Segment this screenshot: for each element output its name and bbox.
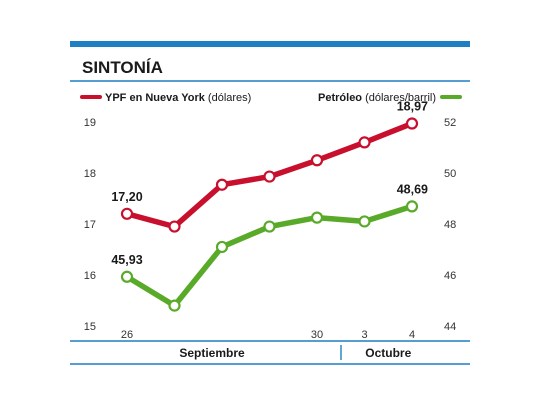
x-tick-label: 30 [311, 329, 323, 341]
data-point-oil [310, 211, 324, 224]
data-point-oil [263, 220, 276, 233]
legend: YPF en Nueva York (dólares) Petróleo (dól… [80, 92, 462, 104]
y-right-tick-label: 44 [444, 321, 456, 333]
legend-entry-ypf-unit: (dólares) [205, 92, 251, 104]
month-label: Septiembre [179, 346, 245, 360]
data-point-ypf [263, 170, 276, 183]
y-right-tick-label: 50 [444, 168, 456, 180]
data-point-ypf [358, 136, 371, 149]
data-label-oil: 48,69 [397, 182, 428, 196]
series-ypf: 17,20 18,97 [111, 100, 428, 233]
y-right-tick-label: 52 [444, 117, 456, 129]
data-label-oil: 45,93 [111, 253, 142, 267]
legend-entry-oil: Petróleo (dólares/barril) [318, 92, 436, 104]
data-point-oil [215, 240, 229, 254]
data-point-oil [168, 299, 181, 312]
data-label-ypf: 18,97 [397, 100, 428, 114]
legend-entry-ypf-name: YPF en Nueva York [105, 92, 206, 104]
x-axis: 26 30 3 4 [121, 329, 415, 341]
y-left-tick-label: 16 [84, 270, 96, 282]
chart-title: SINTONÍA [82, 58, 163, 77]
y-right-tick-label: 46 [444, 270, 456, 282]
x-tick-label: 26 [121, 329, 133, 341]
x-tick-label: 4 [409, 329, 415, 341]
month-band: Septiembre Octubre [179, 345, 412, 360]
month-label: Octubre [365, 346, 411, 360]
y-right-tick-label: 48 [444, 219, 456, 231]
series-layer: 17,20 18,97 45,93 48,69 [111, 100, 428, 312]
series-oil: 45,93 48,69 [111, 182, 428, 312]
top-accent-bar [70, 41, 470, 47]
data-label-ypf: 17,20 [111, 190, 142, 204]
y-left-tick-label: 17 [84, 219, 96, 231]
x-tick-label: 3 [361, 329, 367, 341]
data-point-oil [358, 215, 371, 228]
y-left-tick-label: 18 [84, 168, 96, 180]
y-left-tick-label: 19 [84, 117, 96, 129]
data-point-ypf [405, 117, 419, 130]
data-point-oil [120, 270, 134, 283]
legend-entry-ypf: YPF en Nueva York (dólares) [105, 92, 251, 104]
data-point-ypf [168, 220, 181, 233]
y-left-tick-label: 15 [84, 321, 96, 333]
data-point-oil [405, 200, 419, 213]
data-point-ypf [215, 178, 229, 191]
data-point-ypf [120, 207, 134, 220]
y-axis-left: 15 16 17 18 19 [84, 117, 96, 333]
y-axis-right: 44 46 48 50 52 [444, 117, 456, 333]
data-point-ypf [310, 154, 324, 167]
legend-entry-oil-name: Petróleo [318, 92, 362, 104]
legend-entry-oil-unit: (dólares/barril) [362, 92, 436, 104]
